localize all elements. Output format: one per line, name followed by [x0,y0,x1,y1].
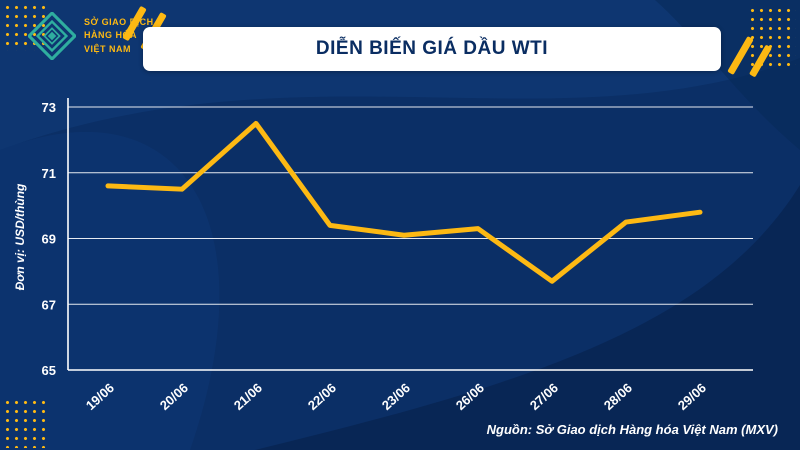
y-tick-label: 73 [42,100,56,115]
y-tick-label: 65 [42,363,56,378]
x-tick-label: 26/06 [453,380,487,413]
y-tick-label: 71 [42,166,56,181]
y-tick-label: 67 [42,297,56,312]
x-tick-label: 29/06 [675,380,709,413]
x-tick-label: 28/06 [601,380,635,413]
x-tick-label: 20/06 [157,380,191,413]
y-axis-unit-label: Đơn vị: USD/thùng [13,183,27,291]
source-caption: Nguồn: Sở Giao dịch Hàng hóa Việt Nam (M… [486,422,778,437]
x-tick-label: 22/06 [305,380,339,413]
dot-pattern-top-right [748,6,796,68]
background-wave-bottom-right [255,185,800,450]
x-tick-label: 19/06 [83,380,117,413]
logo-line-2: HÀNG HÓA [84,30,137,41]
chart-title: DIỄN BIẾN GIÁ DẦU WTI [315,38,549,59]
dot-pattern-top-left [3,3,49,51]
mxv-diamond-icon [28,12,76,60]
dot-pattern-bottom-left [3,398,49,448]
mxv-logo: SỞ GIAO DỊCH HÀNG HÓA VIỆT NAM [28,12,154,60]
price-line-series [105,120,703,284]
x-tick-label: 27/06 [527,380,561,413]
y-tick-label: 69 [42,232,56,247]
title-banner: DIỄN BIẾN GIÁ DẦU WTI [143,27,721,71]
mxv-logo-text: SỞ GIAO DỊCH HÀNG HÓA VIỆT NAM [84,16,154,55]
x-tick-label: 23/06 [379,380,413,413]
logo-line-1: SỞ GIAO DỊCH [84,17,154,28]
x-tick-label: 21/06 [231,380,265,413]
logo-line-3: VIỆT NAM [84,43,132,54]
